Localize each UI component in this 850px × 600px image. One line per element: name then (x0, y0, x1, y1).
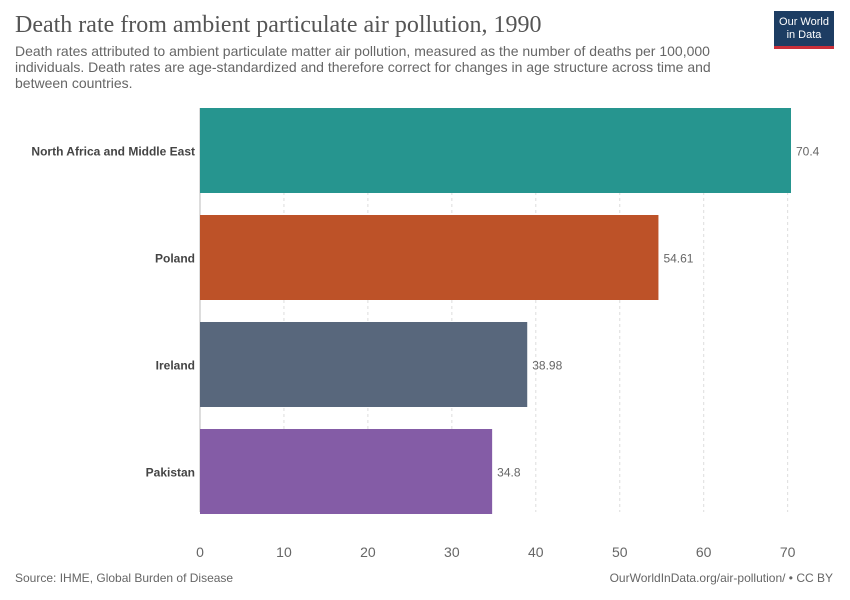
license-link[interactable]: OurWorldInData.org/air-pollution/ • CC B… (609, 571, 833, 585)
bar[interactable] (200, 429, 493, 514)
logo-line-2: in Data (786, 28, 822, 41)
bar[interactable] (200, 215, 659, 300)
owid-logo[interactable]: Our World in Data (774, 11, 834, 49)
category-label: Ireland (156, 359, 195, 373)
category-label: Pakistan (146, 466, 195, 480)
x-tick-label: 70 (780, 544, 796, 560)
logo-line-1: Our World (779, 15, 829, 28)
x-tick-label: 60 (696, 544, 712, 560)
x-tick-label: 0 (196, 544, 204, 560)
value-label: 70.4 (796, 145, 820, 159)
value-label: 34.8 (497, 466, 521, 480)
value-label: 38.98 (532, 359, 562, 373)
chart-subtitle: Death rates attributed to ambient partic… (15, 43, 711, 91)
x-tick-label: 10 (276, 544, 292, 560)
x-tick-label: 20 (360, 544, 376, 560)
x-tick-label: 30 (444, 544, 460, 560)
source-note: Source: IHME, Global Burden of Disease (15, 571, 234, 585)
bar[interactable] (200, 108, 791, 193)
category-label: Poland (155, 252, 195, 266)
category-label: North Africa and Middle East (31, 145, 195, 159)
chart-title: Death rate from ambient particulate air … (15, 12, 542, 38)
x-tick-label: 40 (528, 544, 544, 560)
value-label: 54.61 (663, 252, 693, 266)
x-tick-label: 50 (612, 544, 628, 560)
bar[interactable] (200, 322, 528, 407)
